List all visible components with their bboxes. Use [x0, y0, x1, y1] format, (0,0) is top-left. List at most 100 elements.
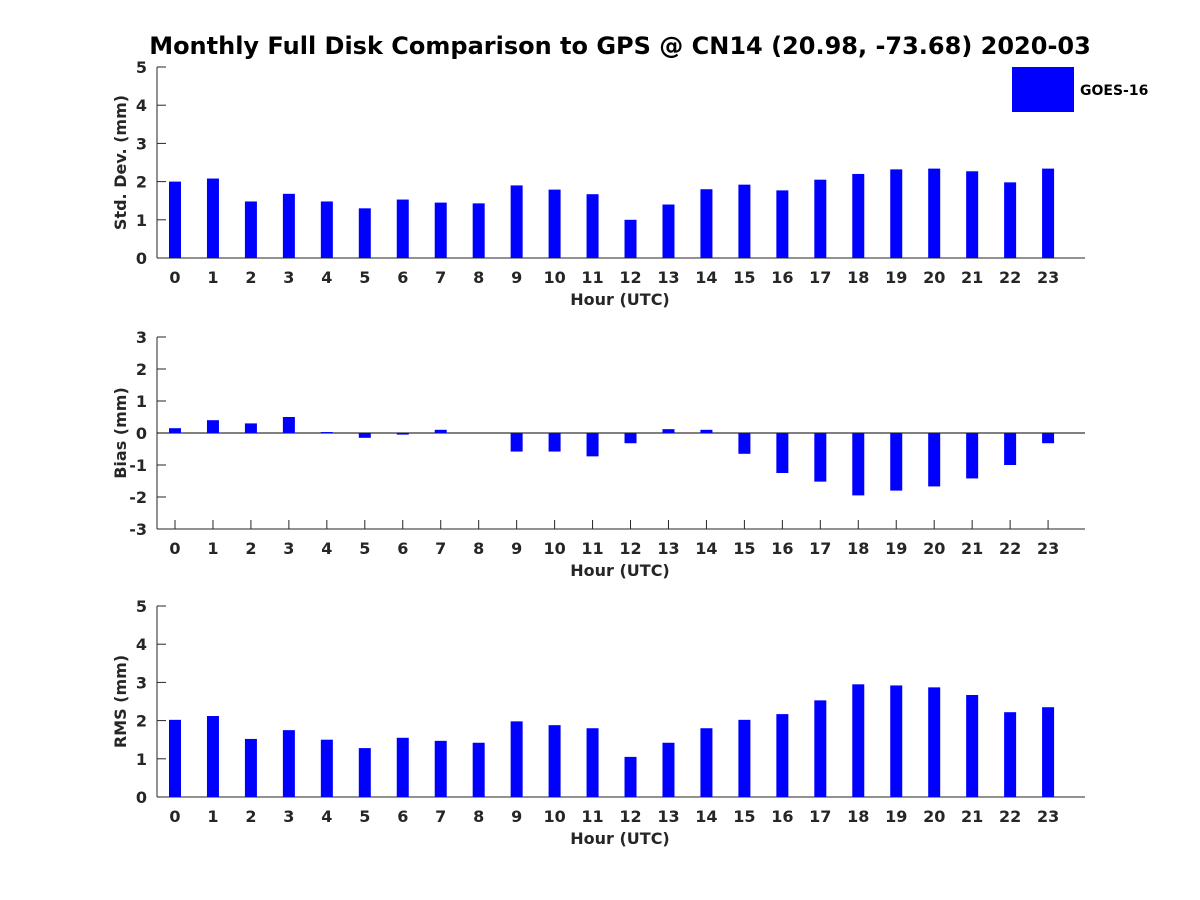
x-tick-label: 15: [733, 268, 755, 287]
x-tick-label: 20: [923, 539, 945, 558]
legend-swatch: [1012, 67, 1074, 112]
bar-hour-12: [624, 756, 637, 797]
bar-hour-15: [738, 719, 751, 797]
y-tick-label: 2: [136, 173, 147, 192]
x-tick-label: 16: [771, 539, 793, 558]
bar-hour-2: [244, 738, 257, 797]
x-tick-label: 12: [619, 539, 641, 558]
legend: GOES-16: [1012, 67, 1148, 112]
x-axis-label: Hour (UTC): [570, 290, 670, 309]
bar-hour-3: [282, 417, 295, 433]
bar-hour-23: [1042, 168, 1055, 258]
bar-hour-7: [434, 740, 447, 797]
bar-hour-12: [624, 433, 637, 444]
x-tick-label: 3: [283, 807, 294, 826]
bar-hour-23: [1042, 707, 1055, 797]
y-tick-label: 0: [136, 424, 147, 443]
y-axis-label: Bias (mm): [111, 387, 130, 479]
y-tick-label: -2: [129, 488, 147, 507]
x-tick-label: 4: [321, 268, 332, 287]
bar-hour-10: [548, 433, 561, 452]
x-tick-label: 14: [695, 539, 717, 558]
bar-hour-15: [738, 184, 751, 258]
y-tick-label: -3: [129, 520, 147, 539]
x-tick-label: 10: [543, 268, 565, 287]
x-tick-label: 0: [169, 268, 180, 287]
x-tick-label: 12: [619, 807, 641, 826]
bar-hour-21: [966, 695, 979, 797]
bar-hour-21: [966, 171, 979, 258]
y-tick-label: 5: [136, 58, 147, 77]
bar-hour-7: [434, 429, 447, 433]
bar-hour-19: [890, 433, 903, 491]
x-tick-label: 16: [771, 807, 793, 826]
x-tick-label: 1: [207, 807, 218, 826]
x-tick-label: 5: [359, 268, 370, 287]
x-tick-label: 4: [321, 807, 332, 826]
x-tick-label: 12: [619, 268, 641, 287]
x-tick-label: 11: [581, 268, 603, 287]
y-tick-label: 1: [136, 392, 147, 411]
x-tick-label: 17: [809, 539, 831, 558]
x-tick-label: 8: [473, 268, 484, 287]
x-tick-label: 14: [695, 807, 717, 826]
bar-hour-13: [662, 429, 675, 433]
bar-hour-5: [358, 748, 371, 797]
bar-hour-4: [320, 201, 333, 258]
x-tick-label: 1: [207, 539, 218, 558]
legend-label: GOES-16: [1080, 83, 1148, 99]
x-tick-label: 2: [245, 268, 256, 287]
bar-hour-17: [814, 700, 827, 797]
x-tick-label: 9: [511, 807, 522, 826]
bar-hour-6: [396, 433, 409, 435]
x-tick-label: 18: [847, 807, 869, 826]
y-tick-label: 4: [136, 96, 147, 115]
x-tick-label: 21: [961, 539, 983, 558]
bar-hour-7: [434, 202, 447, 258]
x-tick-label: 18: [847, 268, 869, 287]
x-tick-label: 17: [809, 268, 831, 287]
x-tick-label: 8: [473, 539, 484, 558]
x-tick-label: 23: [1037, 539, 1059, 558]
x-tick-label: 22: [999, 268, 1021, 287]
bar-hour-0: [169, 181, 181, 258]
x-tick-label: 19: [885, 807, 907, 826]
x-tick-label: 3: [283, 268, 294, 287]
bar-hour-2: [244, 201, 257, 258]
bar-hour-1: [206, 178, 219, 258]
bar-hour-16: [776, 190, 789, 258]
bar-hour-18: [852, 684, 865, 797]
bar-hour-6: [396, 199, 409, 258]
bar-hour-15: [738, 433, 751, 454]
bar-hour-2: [244, 423, 257, 433]
x-axis-label: Hour (UTC): [570, 829, 670, 848]
x-tick-label: 6: [397, 539, 408, 558]
bar-hour-23: [1042, 433, 1055, 444]
bar-hour-0: [169, 719, 181, 797]
x-tick-label: 14: [695, 268, 717, 287]
bar-hour-13: [662, 204, 675, 258]
bar-hour-16: [776, 433, 789, 473]
x-tick-label: 5: [359, 539, 370, 558]
bar-hour-5: [358, 433, 371, 438]
x-tick-label: 22: [999, 807, 1021, 826]
y-tick-label: 3: [136, 134, 147, 153]
bar-hour-9: [510, 721, 523, 797]
y-tick-label: 3: [136, 328, 147, 347]
x-tick-label: 18: [847, 539, 869, 558]
x-tick-label: 22: [999, 539, 1021, 558]
bar-hour-11: [586, 433, 599, 457]
bar-hour-19: [890, 169, 903, 258]
bar-hour-14: [700, 429, 713, 433]
x-axis-label: Hour (UTC): [570, 561, 670, 580]
y-tick-label: 2: [136, 712, 147, 731]
x-tick-label: 1: [207, 268, 218, 287]
bar-hour-20: [928, 687, 941, 797]
x-tick-label: 15: [733, 539, 755, 558]
bar-hour-22: [1004, 182, 1017, 258]
